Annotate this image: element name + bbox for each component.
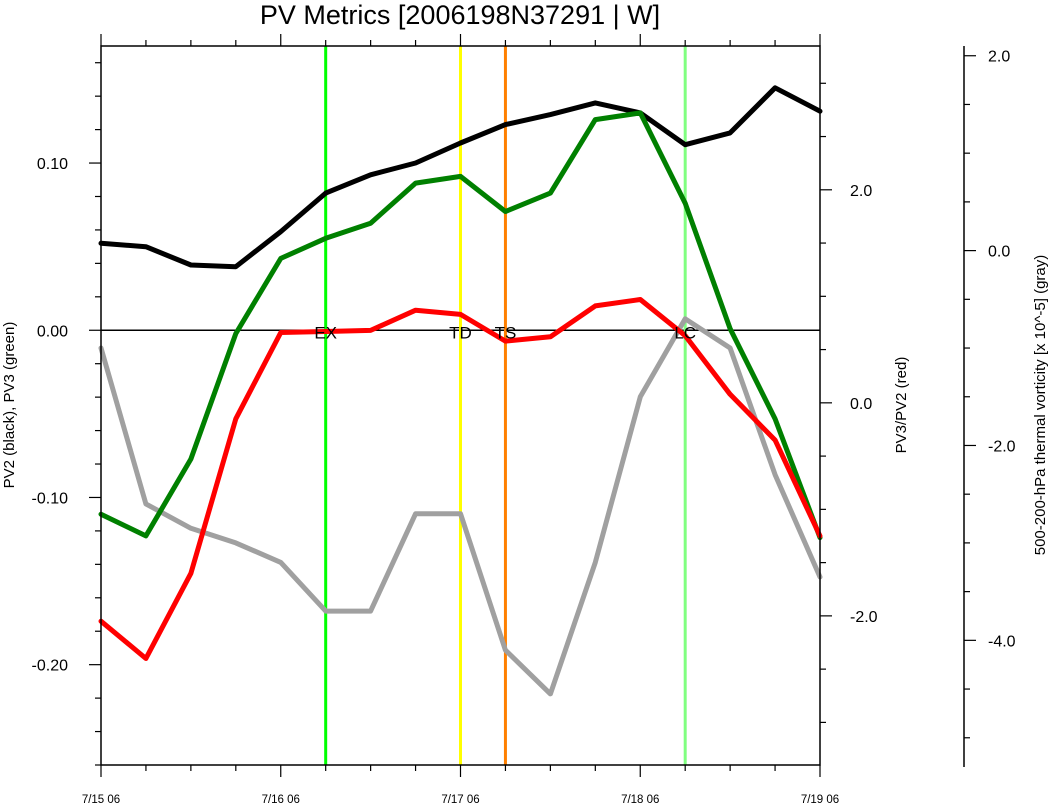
right-tick-label: -2.0 [850, 609, 878, 626]
far-right-tick-label: 0.0 [988, 244, 1010, 261]
x-tick-label: 7/16 06 [262, 794, 300, 805]
series-line-thermal-vorticity [98, 316, 823, 697]
series-line-pv2 [98, 85, 823, 270]
axes: 7/15 06 7/16 06 7/17 06 7/18 06 7/19 06 -0.20… [32, 34, 1016, 805]
far-right-tick-label: 2.0 [988, 49, 1010, 66]
left-tick-label: 0.10 [37, 156, 68, 173]
right-tick-label: 0.0 [850, 396, 872, 413]
left-tick-label: 0.00 [37, 323, 68, 340]
x-tick-label: 7/19 06 [801, 794, 839, 805]
far-right-axis-label: 500-200-hPa thermal vorticity [x 10^-5] … [1032, 255, 1048, 556]
left-tick-label: -0.10 [32, 490, 69, 507]
event-label-lc: LC [674, 323, 696, 342]
left-tick-label: -0.20 [32, 658, 69, 675]
event-label-ts: TS [495, 323, 517, 342]
right-tick-label: 2.0 [850, 183, 872, 200]
right-axis-label: PV3/PV2 (red) [893, 357, 910, 454]
far-right-tick-label: -4.0 [988, 633, 1016, 650]
series-line-pv3-pv2 [98, 297, 823, 661]
series-line-pv3 [98, 110, 823, 541]
left-axis-label: PV2 (black), PV3 (green) [1, 322, 18, 489]
event-label-ex: EX [314, 323, 337, 342]
plot-area: EX TD TS LC [98, 46, 823, 765]
chart-title: PV Metrics [2006198N37291 | W] [260, 0, 660, 30]
event-label-td: TD [449, 323, 472, 342]
far-right-tick-label: -2.0 [988, 438, 1016, 455]
x-tick-label: 7/15 06 [82, 794, 120, 805]
x-tick-label: 7/18 06 [621, 794, 659, 805]
x-tick-label: 7/17 06 [441, 794, 479, 805]
